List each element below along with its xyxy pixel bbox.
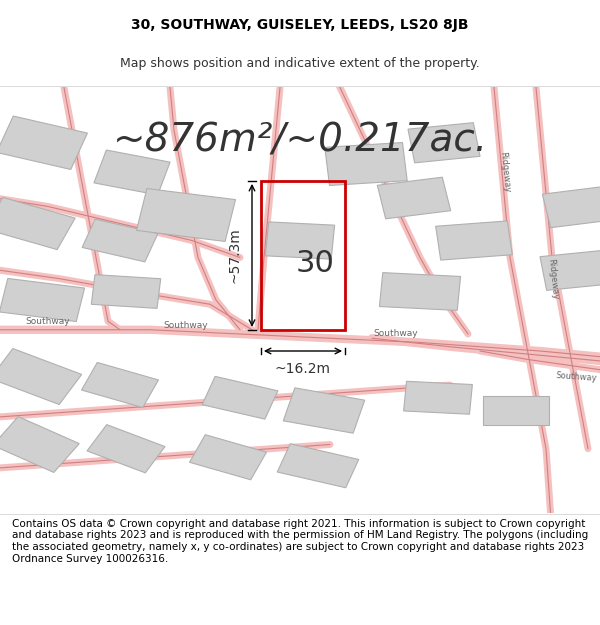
- Polygon shape: [91, 274, 161, 308]
- Text: 30, SOUTHWAY, GUISELEY, LEEDS, LS20 8JB: 30, SOUTHWAY, GUISELEY, LEEDS, LS20 8JB: [131, 18, 469, 31]
- Polygon shape: [265, 222, 335, 259]
- Polygon shape: [0, 198, 75, 249]
- Polygon shape: [87, 424, 165, 473]
- Polygon shape: [404, 381, 472, 414]
- Polygon shape: [82, 219, 158, 262]
- Polygon shape: [277, 444, 359, 488]
- Text: 30: 30: [296, 249, 334, 278]
- Text: Southway: Southway: [374, 329, 418, 338]
- Text: Southway: Southway: [164, 321, 208, 330]
- Polygon shape: [377, 177, 451, 219]
- Polygon shape: [94, 150, 170, 195]
- Polygon shape: [0, 279, 85, 321]
- Polygon shape: [82, 362, 158, 408]
- Polygon shape: [540, 250, 600, 291]
- Polygon shape: [136, 189, 236, 241]
- Text: ~876m²/~0.217ac.: ~876m²/~0.217ac.: [112, 121, 488, 159]
- Text: ~16.2m: ~16.2m: [275, 362, 331, 376]
- Polygon shape: [325, 142, 407, 186]
- Polygon shape: [190, 435, 266, 480]
- Polygon shape: [0, 417, 79, 472]
- Text: ~57.3m: ~57.3m: [227, 228, 241, 283]
- Text: Ridgeway: Ridgeway: [498, 151, 511, 194]
- Text: Southway: Southway: [555, 371, 597, 382]
- Bar: [261, 181, 345, 330]
- Polygon shape: [283, 388, 365, 433]
- Text: Southway: Southway: [26, 316, 70, 326]
- Polygon shape: [542, 186, 600, 228]
- Text: Contains OS data © Crown copyright and database right 2021. This information is : Contains OS data © Crown copyright and d…: [12, 519, 588, 564]
- Text: Ridgeway: Ridgeway: [546, 258, 559, 300]
- Polygon shape: [0, 116, 88, 169]
- Polygon shape: [436, 221, 512, 260]
- Polygon shape: [408, 122, 480, 163]
- Text: Map shows position and indicative extent of the property.: Map shows position and indicative extent…: [120, 56, 480, 69]
- Polygon shape: [379, 272, 461, 311]
- Polygon shape: [483, 396, 549, 426]
- Polygon shape: [0, 349, 82, 404]
- Polygon shape: [202, 376, 278, 419]
